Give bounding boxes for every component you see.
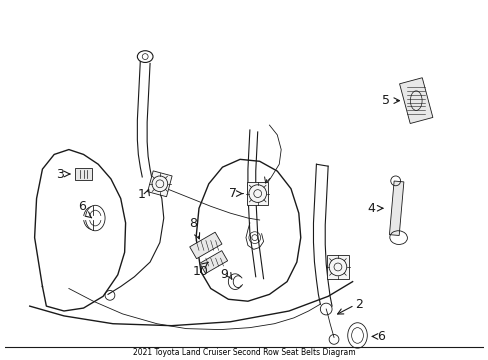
Bar — [388, 181, 403, 235]
Bar — [199, 251, 227, 274]
Text: 5: 5 — [381, 94, 389, 107]
Text: 4: 4 — [366, 202, 374, 215]
Bar — [326, 255, 348, 279]
Text: 10: 10 — [193, 265, 208, 278]
Text: 2021 Toyota Land Cruiser Second Row Seat Belts Diagram: 2021 Toyota Land Cruiser Second Row Seat… — [132, 348, 355, 357]
Bar — [75, 168, 92, 180]
Text: 6: 6 — [78, 200, 85, 213]
Text: 6: 6 — [376, 330, 384, 343]
Text: 8: 8 — [189, 217, 197, 230]
Bar — [189, 232, 222, 259]
Text: 1: 1 — [137, 188, 145, 201]
Text: 2: 2 — [355, 298, 363, 311]
Text: 9: 9 — [220, 268, 228, 281]
Text: 7: 7 — [229, 187, 237, 200]
Text: 3: 3 — [56, 167, 64, 180]
Bar — [246, 182, 268, 205]
Bar — [399, 78, 432, 123]
Bar — [147, 171, 172, 197]
Ellipse shape — [85, 205, 105, 231]
